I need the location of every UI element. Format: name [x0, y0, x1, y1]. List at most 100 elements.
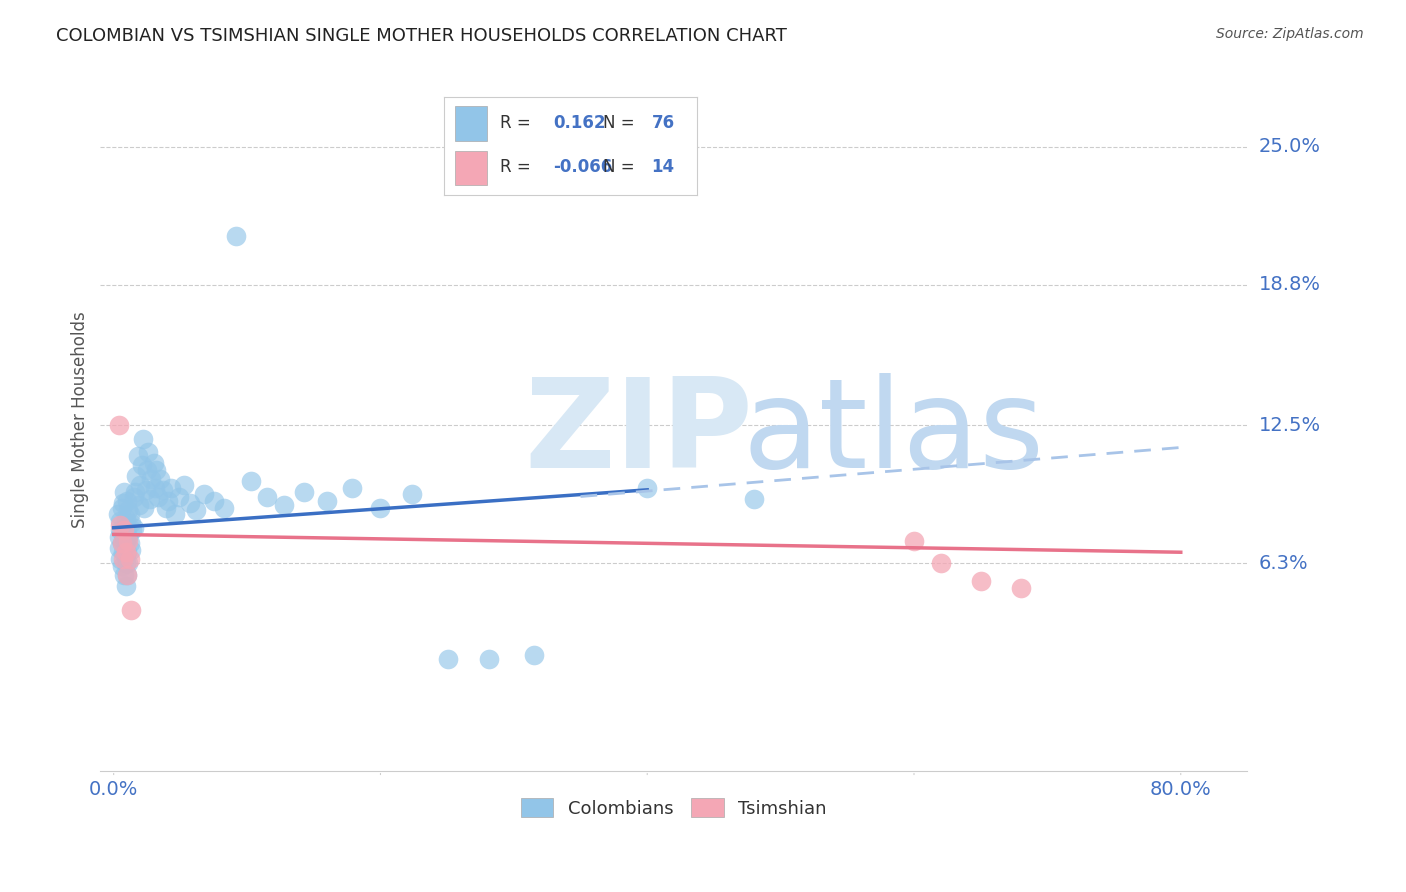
Point [112, 523, 135, 537]
Point [114, 512, 136, 526]
Point [114, 557, 136, 571]
Text: ZIP: ZIP [524, 373, 754, 494]
Point [173, 478, 195, 492]
Point [117, 557, 139, 571]
Point [167, 490, 190, 504]
Point [139, 472, 162, 486]
Point [214, 500, 236, 515]
Point [179, 496, 201, 510]
Point [112, 567, 135, 582]
Point [114, 545, 136, 559]
Point [110, 552, 132, 566]
Point [256, 490, 278, 504]
Point [122, 490, 145, 504]
Point [110, 518, 132, 533]
Point [742, 491, 765, 506]
Point [134, 500, 156, 515]
Point [152, 483, 174, 497]
Point [112, 496, 135, 510]
Point [108, 530, 131, 544]
Point [108, 541, 131, 555]
Point [117, 530, 139, 544]
Point [115, 494, 138, 508]
Text: 25.0%: 25.0% [1258, 137, 1320, 156]
Point [114, 534, 136, 549]
Point [112, 530, 135, 544]
Point [437, 652, 460, 666]
Point [128, 499, 150, 513]
Point [120, 516, 142, 531]
Point [316, 494, 339, 508]
Point [122, 521, 145, 535]
Point [145, 463, 167, 477]
Point [115, 567, 138, 582]
Point [523, 648, 546, 662]
Point [903, 534, 925, 549]
Point [132, 432, 155, 446]
Point [120, 543, 142, 558]
Point [125, 469, 148, 483]
Point [294, 485, 316, 500]
Point [111, 536, 134, 550]
Point [157, 494, 180, 508]
Point [121, 523, 143, 537]
Text: 6.3%: 6.3% [1258, 554, 1308, 573]
Point [118, 552, 141, 566]
Point [127, 450, 149, 464]
Point [1010, 581, 1032, 595]
Point [124, 485, 146, 500]
Point [186, 503, 208, 517]
Point [143, 481, 166, 495]
Point [136, 463, 159, 477]
Point [118, 536, 141, 550]
Point [115, 567, 138, 582]
Point [138, 445, 160, 459]
Point [193, 487, 215, 501]
Text: atlas: atlas [742, 373, 1045, 494]
Point [477, 652, 499, 666]
Point [110, 523, 132, 537]
Text: 12.5%: 12.5% [1258, 416, 1320, 434]
Point [117, 534, 139, 549]
Point [120, 603, 142, 617]
Point [202, 494, 225, 508]
Point [160, 481, 183, 495]
Point [342, 481, 364, 495]
Point [970, 574, 993, 589]
Point [112, 545, 135, 559]
Point [111, 536, 134, 550]
Point [225, 228, 247, 243]
Point [370, 500, 392, 515]
Point [929, 557, 952, 571]
Point [131, 458, 153, 473]
Point [155, 500, 177, 515]
Text: Source: ZipAtlas.com: Source: ZipAtlas.com [1216, 27, 1364, 41]
Point [118, 508, 141, 522]
Point [135, 483, 157, 497]
Point [138, 491, 160, 506]
Point [111, 558, 134, 573]
Point [112, 485, 135, 500]
Point [111, 500, 134, 515]
Point [401, 487, 423, 501]
Point [112, 552, 135, 566]
Point [107, 508, 129, 522]
Point [149, 472, 172, 486]
Y-axis label: Single Mother Households: Single Mother Households [72, 311, 89, 528]
Point [146, 490, 169, 504]
Point [115, 545, 138, 559]
Legend: Colombians, Tsimshian: Colombians, Tsimshian [513, 791, 834, 825]
Point [114, 579, 136, 593]
Point [636, 481, 658, 495]
Text: COLOMBIAN VS TSIMSHIAN SINGLE MOTHER HOUSEHOLDS CORRELATION CHART: COLOMBIAN VS TSIMSHIAN SINGLE MOTHER HOU… [56, 27, 787, 45]
Point [108, 418, 131, 433]
Point [240, 474, 263, 488]
Point [273, 499, 295, 513]
Point [115, 521, 138, 535]
Point [117, 503, 139, 517]
Point [129, 478, 152, 492]
Point [110, 514, 132, 528]
Point [163, 508, 186, 522]
Text: 18.8%: 18.8% [1258, 276, 1320, 294]
Point [142, 456, 165, 470]
